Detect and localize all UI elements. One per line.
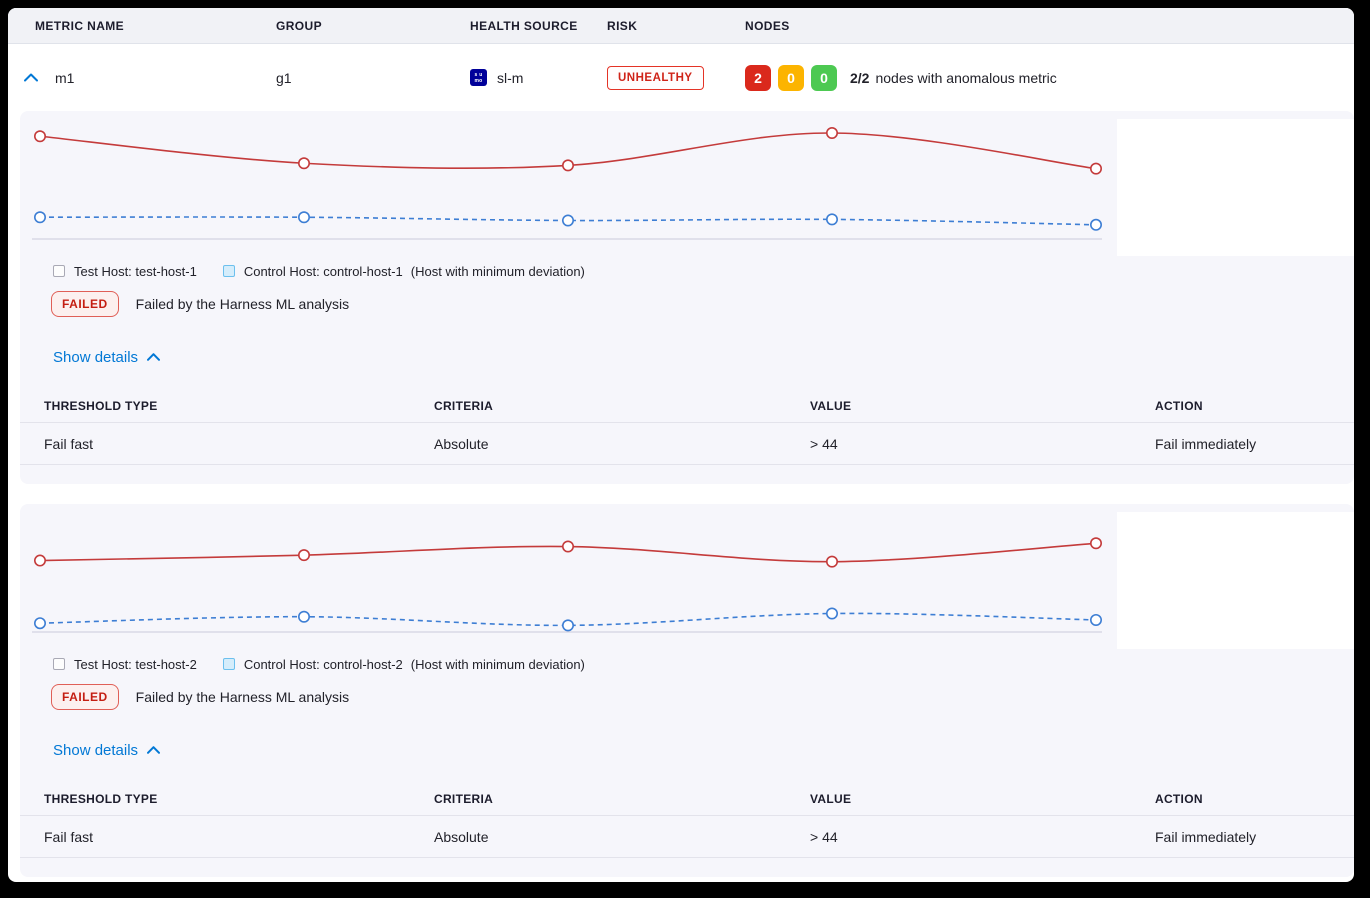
show-details-toggle[interactable]: Show details bbox=[53, 740, 161, 760]
collapse-row-chevron-up-icon[interactable] bbox=[23, 70, 39, 86]
verification-metrics-panel: METRIC NAME GROUP HEALTH SOURCE RISK NOD… bbox=[8, 8, 1354, 882]
threshold-table-header: THRESHOLD TYPE CRITERIA VALUE ACTION bbox=[20, 783, 1354, 816]
ml-analysis-message: Failed by the Harness ML analysis bbox=[135, 688, 350, 705]
failed-status-badge: FAILED bbox=[51, 290, 119, 317]
test-host-legend-checkbox[interactable] bbox=[53, 658, 65, 670]
healthy-node-count-chip: 0 bbox=[811, 64, 837, 91]
minimum-deviation-note: (Host with minimum deviation) bbox=[410, 263, 585, 279]
test-host-legend-label: Test Host: test-host-2 bbox=[74, 656, 197, 672]
col-nodes: NODES bbox=[745, 18, 790, 33]
chevron-up-icon bbox=[147, 746, 161, 754]
threshold-details-table: THRESHOLD TYPE CRITERIA VALUE ACTION Fai… bbox=[20, 783, 1354, 877]
sumologic-icon: s u mo bbox=[470, 69, 487, 86]
anomalous-nodes-ratio: 2/2 bbox=[850, 69, 870, 86]
timeseries-comparison-chart[interactable] bbox=[28, 119, 1108, 249]
warning-node-count-chip: 0 bbox=[778, 64, 804, 91]
threshold-table-header: THRESHOLD TYPE CRITERIA VALUE ACTION bbox=[20, 390, 1354, 423]
col-metric-name: METRIC NAME bbox=[35, 18, 125, 33]
metric-name-value: m1 bbox=[55, 69, 75, 86]
threshold-details-table: THRESHOLD TYPE CRITERIA VALUE ACTION Fai… bbox=[20, 390, 1354, 484]
failed-status-badge: FAILED bbox=[51, 683, 119, 710]
chart-legend: Test Host: test-host-1 Control Host: con… bbox=[53, 263, 1354, 279]
control-host-legend-label: Control Host: control-host-1 bbox=[243, 263, 403, 279]
metric-row: m1 g1 s u mo sl-m UNHEALTHY 2 0 0 2/2 nod… bbox=[8, 44, 1354, 111]
show-details-toggle[interactable]: Show details bbox=[53, 347, 161, 367]
control-host-legend-checkbox[interactable] bbox=[222, 658, 235, 670]
minimum-deviation-note: (Host with minimum deviation) bbox=[410, 656, 585, 672]
test-host-legend-checkbox[interactable] bbox=[53, 265, 65, 277]
group-value: g1 bbox=[276, 69, 292, 86]
col-group: GROUP bbox=[276, 18, 323, 33]
chart-legend: Test Host: test-host-2 Control Host: con… bbox=[53, 656, 1354, 672]
col-health-source: HEALTH SOURCE bbox=[470, 18, 578, 33]
ml-analysis-message: Failed by the Harness ML analysis bbox=[135, 295, 350, 312]
host-analysis-card-1: Test Host: test-host-1 Control Host: con… bbox=[20, 111, 1354, 484]
col-risk: RISK bbox=[607, 18, 638, 33]
anomalous-nodes-label: nodes with anomalous metric bbox=[875, 69, 1057, 86]
unhealthy-node-count-chip: 2 bbox=[745, 64, 771, 91]
health-source-value: sl-m bbox=[497, 69, 524, 86]
threshold-table-row: Fail fast Absolute > 44 Fail immediately bbox=[20, 816, 1354, 858]
control-host-legend-label: Control Host: control-host-2 bbox=[243, 656, 403, 672]
table-column-header: METRIC NAME GROUP HEALTH SOURCE RISK NOD… bbox=[8, 8, 1354, 44]
threshold-table-row: Fail fast Absolute > 44 Fail immediately bbox=[20, 423, 1354, 465]
host-analysis-card-2: Test Host: test-host-2 Control Host: con… bbox=[20, 504, 1354, 877]
chart-side-panel bbox=[1117, 119, 1354, 256]
risk-status-badge: UNHEALTHY bbox=[607, 65, 704, 90]
timeseries-comparison-chart[interactable] bbox=[28, 512, 1108, 642]
chevron-up-icon bbox=[147, 353, 161, 361]
control-host-legend-checkbox[interactable] bbox=[222, 265, 235, 277]
chart-side-panel bbox=[1117, 512, 1354, 649]
test-host-legend-label: Test Host: test-host-1 bbox=[74, 263, 197, 279]
